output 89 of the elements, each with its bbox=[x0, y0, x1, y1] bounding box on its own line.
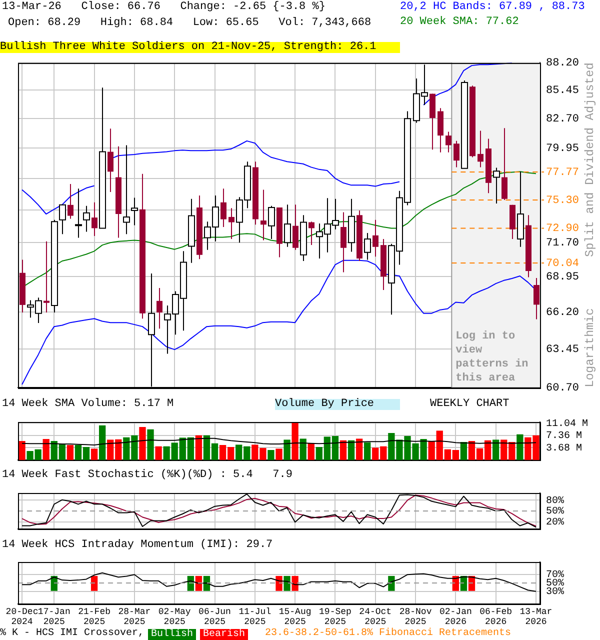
y-tick-label: 60.70 bbox=[546, 382, 580, 394]
x-tick-label: 28-Nov 2025 bbox=[399, 606, 432, 627]
text: 20,2 HC Bands: 67.89 , 88.73 bbox=[400, 1, 585, 13]
candlestick bbox=[372, 219, 378, 258]
bar bbox=[284, 440, 290, 460]
bar bbox=[147, 429, 154, 460]
text: 23.6-38.2-50-61.8% Fibonacci Retracements bbox=[265, 628, 512, 639]
candlestick bbox=[308, 221, 314, 246]
ref-line-label: 72.90 bbox=[546, 223, 580, 236]
x-tick-label: 24-Oct 2025 bbox=[359, 606, 392, 627]
text: 20 Week SMA: 77.62 bbox=[400, 16, 520, 28]
x-tick-label: 17-Jan 2025 bbox=[38, 606, 70, 627]
candlestick bbox=[68, 184, 74, 220]
y-tick-label: 85.45 bbox=[546, 85, 580, 98]
y-axis-title: Split and Dividend Adjusted bbox=[583, 62, 598, 258]
y-tick-label: 50% bbox=[546, 506, 564, 518]
candlestick bbox=[228, 208, 234, 240]
candlestick bbox=[446, 131, 452, 153]
bar bbox=[460, 442, 468, 460]
bar bbox=[155, 446, 162, 460]
chart-title: 14 Week Fast Stochastic (%K)(%D) : 5.4 7.9 bbox=[2, 469, 292, 481]
legend-title: % K - HCS IMI Crossover, bbox=[0, 628, 144, 640]
x-tick-label: 11-Jul 2025 bbox=[238, 606, 272, 627]
y-tick-label: 20% bbox=[546, 517, 564, 528]
bar bbox=[300, 438, 306, 460]
candlestick bbox=[92, 202, 98, 236]
text: Bullish bbox=[148, 629, 196, 640]
candlestick bbox=[502, 128, 508, 201]
x-tick-label: 19-Sep 2025 bbox=[319, 606, 352, 627]
bar bbox=[308, 443, 314, 460]
text: Volume By Price bbox=[275, 398, 400, 410]
bar bbox=[90, 448, 98, 460]
y-tick-label: 3.68 M bbox=[546, 443, 582, 454]
x-tick-label: 28-Mar 2025 bbox=[118, 606, 151, 627]
bar bbox=[42, 439, 50, 460]
candlestick bbox=[220, 188, 226, 228]
y-tick-label: 82.70 bbox=[546, 113, 580, 126]
candlestick bbox=[478, 130, 484, 168]
chart-title: 13-Mar-26 Close: 66.76 Change: -2.65 {-3.8 %} bbox=[2, 1, 326, 13]
bar bbox=[18, 441, 26, 460]
candlestick bbox=[340, 212, 346, 273]
bar bbox=[356, 438, 363, 460]
bar bbox=[340, 440, 347, 460]
x-tick-label: 15-Aug 2025 bbox=[278, 606, 312, 627]
text: Bearish bbox=[200, 629, 248, 640]
bar bbox=[364, 442, 371, 460]
candlestick bbox=[108, 128, 114, 193]
bar bbox=[348, 440, 355, 460]
bar bbox=[268, 450, 274, 460]
text: Logarithmic bbox=[583, 308, 598, 388]
ref-line-label: 70.04 bbox=[546, 258, 580, 270]
y-tick-label: 63.45 bbox=[546, 344, 580, 356]
bar bbox=[139, 427, 146, 460]
y-tick-label: 71.70 bbox=[546, 238, 580, 250]
chart-subtitle: Open: 68.29 High: 68.84 Low: 65.65 Vol: 7,343,668 bbox=[8, 17, 372, 29]
y-tick-label: 68.95 bbox=[546, 272, 580, 284]
text: Bullish Three White Soldiers on 21-Nov-25, Strength: 26.1 bbox=[0, 41, 400, 53]
x-tick-label: 13-Mar 2026 bbox=[520, 606, 552, 627]
y-tick-label: 11.04 M bbox=[546, 418, 588, 430]
ref-line-label: 75.30 bbox=[546, 194, 580, 207]
candlestick bbox=[44, 240, 50, 314]
y-tick-label: 79.95 bbox=[546, 142, 580, 155]
candlestick bbox=[292, 204, 298, 250]
bar bbox=[276, 448, 282, 460]
x-tick-label: 21-Feb 2025 bbox=[78, 606, 110, 627]
y-tick-label: 80% bbox=[546, 496, 564, 507]
candlestick bbox=[156, 288, 162, 330]
bar bbox=[516, 434, 524, 460]
bar bbox=[98, 425, 106, 460]
candlestick bbox=[534, 278, 540, 320]
y-tick-label: 88.20 bbox=[546, 58, 580, 70]
x-tick-label: 06-Jun 2025 bbox=[198, 606, 231, 627]
x-tick-label: 20-Dec 2024 bbox=[6, 606, 38, 627]
bar bbox=[492, 440, 500, 460]
bar bbox=[66, 445, 74, 460]
x-tick-label: 02-Jan 2026 bbox=[439, 606, 472, 627]
y-tick-label: 66.20 bbox=[546, 306, 580, 319]
candlestick bbox=[454, 140, 460, 168]
bar bbox=[292, 422, 298, 460]
x-tick-label: 06-Feb 2026 bbox=[480, 606, 512, 627]
candlestick bbox=[260, 189, 266, 241]
y-tick-label: 7.36 M bbox=[546, 431, 582, 442]
x-tick-label: 02-May 2025 bbox=[158, 606, 192, 627]
text: WEEKLY CHART bbox=[430, 398, 510, 410]
chart-title: 14 Week HCS Intraday Momentum (IMI): 29.7 bbox=[2, 539, 273, 551]
chart-title: 14 Week SMA Volume: 5.17 M bbox=[2, 398, 174, 410]
ref-line-label: 77.77 bbox=[546, 166, 580, 179]
band-label: Log in to view patterns in this area bbox=[456, 330, 528, 385]
bar bbox=[195, 435, 202, 460]
